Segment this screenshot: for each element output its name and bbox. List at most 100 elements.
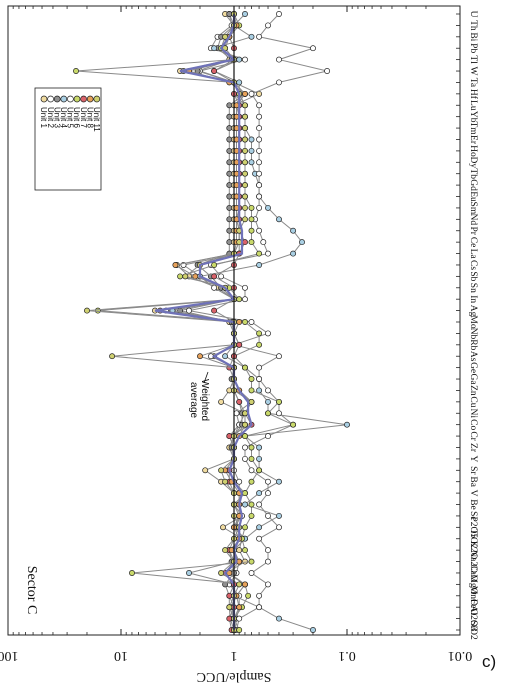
data-point <box>242 90 248 97</box>
data-point <box>242 501 248 508</box>
legend-item: Unit 6 <box>72 95 81 128</box>
data-point <box>310 627 316 633</box>
legend-marker <box>40 95 48 103</box>
category-label: Gd <box>468 179 478 191</box>
data-point <box>242 216 248 223</box>
data-point <box>226 204 233 211</box>
legend-item: Unit 1 <box>39 95 48 128</box>
data-point <box>226 170 233 177</box>
data-point <box>265 512 271 519</box>
category-label: Sb <box>468 271 478 281</box>
data-point <box>248 216 255 223</box>
category-label: Er <box>468 135 478 145</box>
category-label: Co <box>468 419 478 430</box>
category-label: Sc <box>468 511 478 521</box>
legend-marker <box>80 95 87 103</box>
category-label: TiO2 <box>468 529 478 549</box>
data-point <box>256 250 263 257</box>
data-point <box>242 193 248 200</box>
category-label: Pr <box>468 226 478 235</box>
category-label: Cu <box>468 396 478 407</box>
series-unit-6 <box>73 11 297 633</box>
data-point <box>276 410 282 417</box>
data-point <box>248 239 255 246</box>
data-point <box>242 136 248 143</box>
data-point <box>248 387 255 394</box>
data-point <box>242 204 248 211</box>
data-point <box>218 467 225 474</box>
data-point <box>256 341 263 348</box>
data-point <box>242 444 248 451</box>
y-tick-label: 0.01 <box>448 648 473 663</box>
category-label: FeO <box>468 599 478 616</box>
category-label: Ba <box>468 476 478 487</box>
data-point <box>276 398 282 405</box>
data-point <box>94 307 101 314</box>
data-point <box>248 33 255 40</box>
category-label: Nb <box>468 328 478 340</box>
legend-marker <box>93 95 101 103</box>
data-point <box>276 56 282 63</box>
series-unit-5 <box>186 11 331 633</box>
data-point <box>248 147 255 154</box>
data-point <box>265 387 271 394</box>
data-point <box>242 581 248 588</box>
category-label: Ga <box>468 373 478 385</box>
data-point <box>265 22 271 29</box>
y-tick-label: 1 <box>231 648 238 663</box>
data-point <box>242 284 248 291</box>
data-point <box>242 364 248 371</box>
data-point <box>299 239 305 246</box>
data-point <box>236 581 243 588</box>
data-point <box>197 353 203 360</box>
data-point <box>242 319 248 325</box>
category-label: V <box>468 490 478 497</box>
legend-item: Unit 2 <box>46 95 55 128</box>
category-label: La <box>468 249 478 260</box>
data-point <box>236 547 243 554</box>
data-point <box>256 147 263 154</box>
data-point <box>236 79 243 86</box>
data-point <box>226 147 233 154</box>
legend-item: Unit 3 <box>52 95 61 128</box>
category-label: P2O5 <box>468 516 478 538</box>
data-point <box>226 193 233 200</box>
data-point <box>226 102 233 109</box>
data-point <box>256 90 263 97</box>
data-point <box>324 68 331 74</box>
category-label: Th <box>468 20 478 31</box>
data-point <box>248 467 255 474</box>
data-point <box>222 478 229 485</box>
data-point <box>186 570 192 576</box>
category-label: Pb <box>468 43 478 53</box>
data-point <box>256 592 263 599</box>
annotation-word: Weighted <box>199 379 210 421</box>
category-label: Ta <box>468 78 478 88</box>
data-point <box>248 444 255 451</box>
data-point <box>226 136 233 143</box>
data-point <box>226 604 233 611</box>
data-point <box>248 501 255 508</box>
y-tick-label: 100 <box>0 648 19 663</box>
data-point <box>211 262 218 268</box>
data-point <box>290 250 297 257</box>
category-label: Sr <box>468 466 478 475</box>
legend-label: Unit 8 <box>85 107 94 128</box>
data-point <box>276 353 282 360</box>
category-label: K2O <box>468 541 478 560</box>
data-point <box>290 227 297 234</box>
category-label: Bi <box>468 32 478 41</box>
annotation-leader <box>203 371 209 384</box>
category-label: Ni <box>468 409 478 419</box>
data-point <box>256 227 263 234</box>
data-point <box>248 376 255 382</box>
data-point <box>236 398 243 405</box>
data-point <box>248 512 255 519</box>
legend-item: Unit 4 <box>59 95 68 128</box>
data-point <box>236 341 243 348</box>
legend-item: Unit 11 <box>92 95 101 132</box>
data-point <box>248 558 255 565</box>
legend-label: Unit 4 <box>59 107 68 128</box>
data-point <box>245 592 252 599</box>
legend-item: Unit 5 <box>66 95 75 128</box>
